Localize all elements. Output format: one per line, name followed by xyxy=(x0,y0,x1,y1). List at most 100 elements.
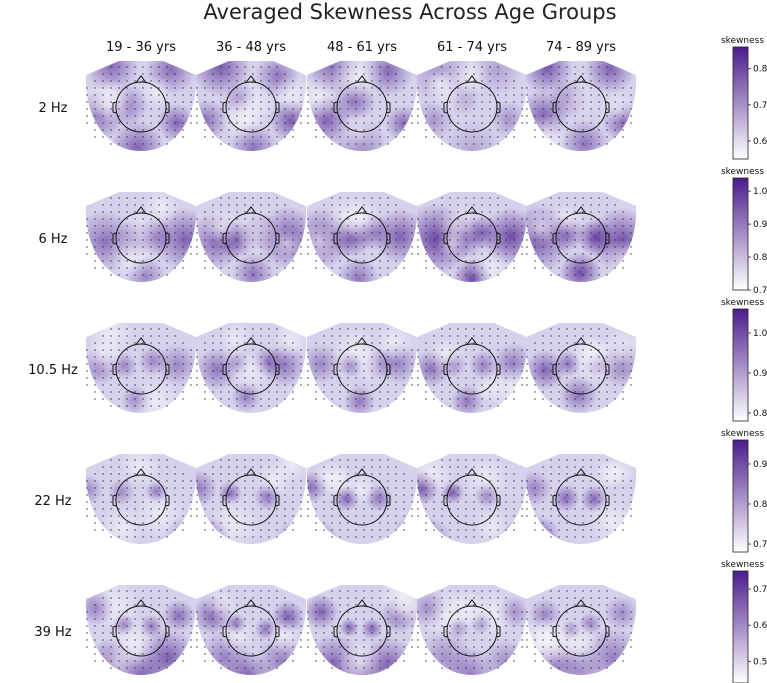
sensor-dot xyxy=(110,253,112,255)
sensor-dot xyxy=(134,618,136,620)
sensor-dot xyxy=(323,398,325,400)
sensor-dot xyxy=(379,536,381,538)
sensor-dot xyxy=(417,115,419,117)
sensor-dot xyxy=(126,660,128,662)
sensor-dot xyxy=(339,377,341,379)
sensor-dot xyxy=(371,73,373,75)
sensor-dot xyxy=(449,405,451,407)
sensor-dot xyxy=(331,667,333,669)
sensor-dot xyxy=(315,639,317,641)
sensor-dot xyxy=(315,618,317,620)
sensor-dot xyxy=(150,122,152,124)
sensor-dot xyxy=(582,253,584,255)
sensor-dot xyxy=(417,363,419,365)
sensor-dot xyxy=(481,363,483,365)
sensor-dot xyxy=(142,129,144,131)
sensor-dot xyxy=(94,611,96,613)
head-circle xyxy=(555,343,607,395)
sensor-dot xyxy=(315,632,317,634)
colorbar-label: skewness xyxy=(721,298,764,308)
sensor-dot xyxy=(606,197,608,199)
sensor-dot xyxy=(526,487,528,489)
sensor-dot xyxy=(395,597,397,599)
sensor-dot xyxy=(411,646,413,648)
sensor-dot xyxy=(126,508,128,510)
sensor-dot xyxy=(252,94,254,96)
sensor-dot xyxy=(622,136,624,138)
sensor-dot xyxy=(622,646,624,648)
sensor-dot xyxy=(449,480,451,482)
right-ear-icon xyxy=(496,625,501,638)
sensor-dot xyxy=(323,253,325,255)
sensor-dot xyxy=(315,522,317,524)
sensor-dot xyxy=(457,101,459,103)
sensor-dot xyxy=(182,515,184,517)
sensor-dot xyxy=(497,267,499,269)
sensor-dot xyxy=(339,501,341,503)
sensor-dot xyxy=(118,204,120,206)
sensor-dot xyxy=(110,267,112,269)
sensor-dot xyxy=(425,398,427,400)
sensor-dot xyxy=(425,618,427,620)
sensor-dot xyxy=(94,267,96,269)
head-circle xyxy=(446,474,498,526)
sensor-dot xyxy=(323,335,325,337)
sensor-dot xyxy=(182,356,184,358)
sensor-dot xyxy=(417,239,419,241)
sensor-dot xyxy=(526,87,528,89)
sensor-dot xyxy=(134,384,136,386)
sensor-dot xyxy=(252,246,254,248)
sensor-dot xyxy=(126,232,128,234)
sensor-dot xyxy=(558,274,560,276)
sensor-dot xyxy=(347,115,349,117)
sensor-dot xyxy=(521,218,523,220)
sensor-dot xyxy=(236,143,238,145)
sensor-dot xyxy=(574,618,576,620)
sensor-dot xyxy=(582,87,584,89)
sensor-dot xyxy=(166,66,168,68)
sensor-dot xyxy=(574,405,576,407)
sensor-dot xyxy=(473,653,475,655)
sensor-dot xyxy=(542,225,544,227)
left-ear-icon xyxy=(112,232,117,245)
head-circle xyxy=(555,81,607,133)
sensor-dot xyxy=(465,480,467,482)
sensor-dot xyxy=(118,405,120,407)
sensor-dot xyxy=(236,66,238,68)
right-ear-icon xyxy=(605,625,610,638)
sensor-dot xyxy=(433,260,435,262)
sensor-dot xyxy=(441,536,443,538)
sensor-dot xyxy=(102,260,104,262)
sensor-dot xyxy=(331,129,333,131)
sensor-dot xyxy=(558,459,560,461)
sensor-dot xyxy=(126,197,128,199)
sensor-dot xyxy=(134,391,136,393)
topomap xyxy=(85,585,197,675)
sensor-dot xyxy=(489,108,491,110)
sensor-dot xyxy=(441,66,443,68)
sensor-dot xyxy=(252,639,254,641)
sensor-dot xyxy=(566,335,568,337)
sensor-dot xyxy=(118,370,120,372)
sensor-dot xyxy=(182,501,184,503)
sensor-dot xyxy=(118,246,120,248)
sensor-dot xyxy=(387,239,389,241)
sensor-dot xyxy=(204,653,206,655)
sensor-dot xyxy=(371,618,373,620)
sensor-dot xyxy=(339,473,341,475)
sensor-dot xyxy=(574,101,576,103)
sensor-dot xyxy=(433,101,435,103)
sensor-dot xyxy=(212,267,214,269)
sensor-dot xyxy=(534,267,536,269)
sensor-dot xyxy=(481,267,483,269)
sensor-dot xyxy=(598,94,600,96)
sensor-dot xyxy=(574,508,576,510)
sensor-dot xyxy=(598,473,600,475)
sensor-dot xyxy=(457,246,459,248)
sensor-dot xyxy=(252,122,254,124)
sensor-dot xyxy=(244,473,246,475)
sensor-dot xyxy=(150,253,152,255)
sensor-dot xyxy=(142,108,144,110)
sensor-dot xyxy=(174,384,176,386)
sensor-dot xyxy=(244,129,246,131)
